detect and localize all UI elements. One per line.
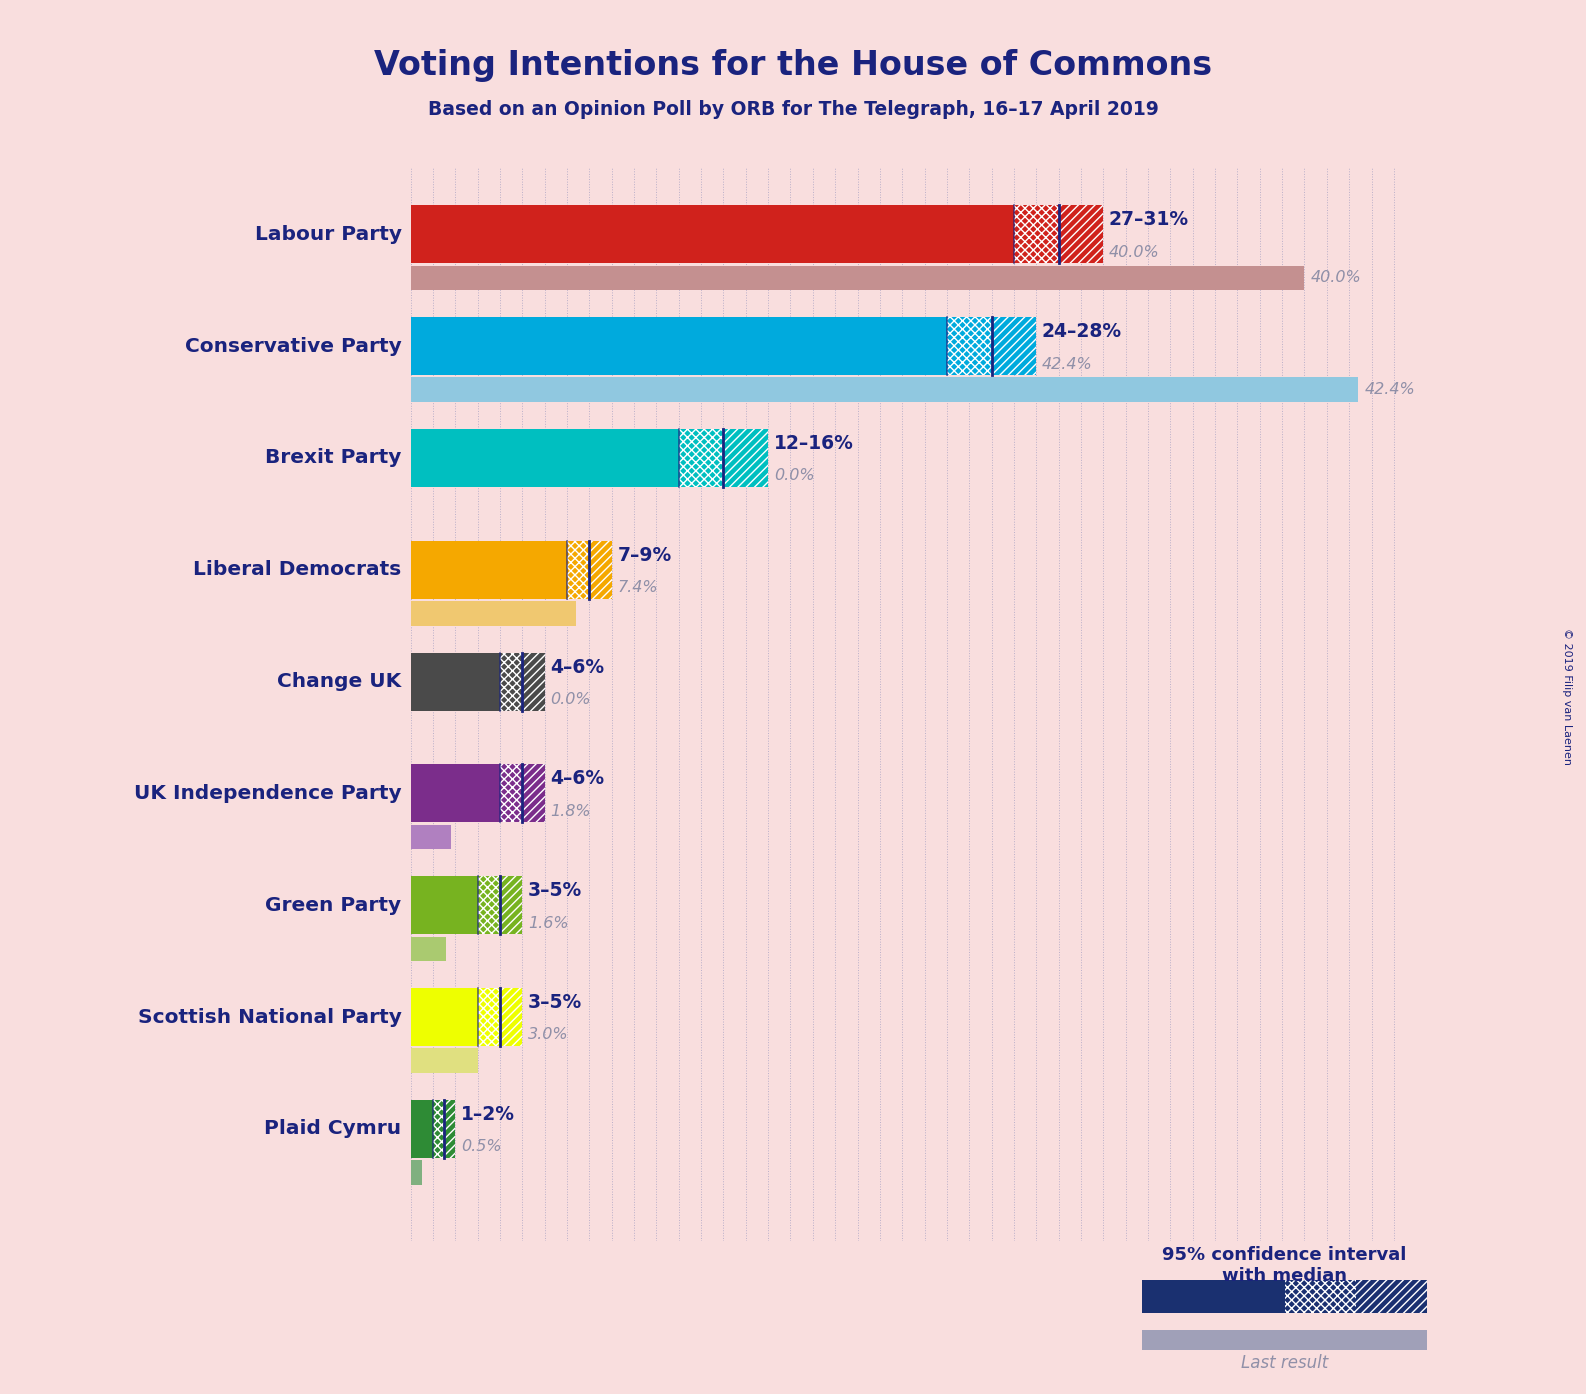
Text: Voting Intentions for the House of Commons: Voting Intentions for the House of Commo… (374, 49, 1212, 82)
Text: 7.4%: 7.4% (617, 580, 658, 595)
Bar (568, 541, 590, 599)
Bar (411, 1048, 477, 1073)
Text: Liberal Democrats: Liberal Democrats (193, 560, 401, 580)
Text: 95% confidence interval
with median: 95% confidence interval with median (1163, 1246, 1407, 1285)
Text: 0.5%: 0.5% (462, 1139, 501, 1154)
Text: 1.8%: 1.8% (550, 804, 592, 818)
Text: 4–6%: 4–6% (550, 769, 604, 789)
Bar (500, 988, 522, 1046)
Bar (411, 601, 576, 626)
Text: 1–2%: 1–2% (462, 1105, 515, 1124)
Text: Last result: Last result (1240, 1355, 1329, 1372)
Bar (1356, 1280, 1427, 1313)
Bar (500, 877, 522, 934)
Bar (411, 1100, 433, 1158)
Text: Scottish National Party: Scottish National Party (138, 1008, 401, 1026)
Text: © 2019 Filip van Laenen: © 2019 Filip van Laenen (1562, 629, 1572, 765)
Bar (522, 764, 544, 822)
Bar (500, 652, 522, 711)
Bar (522, 652, 544, 711)
Bar (947, 316, 991, 375)
Bar (411, 1160, 422, 1185)
Bar (411, 378, 1358, 401)
Text: Green Party: Green Party (265, 896, 401, 914)
Bar (411, 316, 947, 375)
Text: 3–5%: 3–5% (528, 881, 582, 901)
Text: 24–28%: 24–28% (1042, 322, 1121, 342)
Bar (679, 429, 723, 487)
Text: Change UK: Change UK (278, 672, 401, 691)
Text: UK Independence Party: UK Independence Party (133, 783, 401, 803)
Bar (411, 877, 477, 934)
Text: 12–16%: 12–16% (774, 434, 853, 453)
Bar (411, 266, 1304, 290)
Bar (411, 937, 446, 960)
Text: 42.4%: 42.4% (1366, 382, 1416, 397)
Text: 7–9%: 7–9% (617, 546, 671, 565)
Bar (411, 1160, 422, 1185)
Bar (411, 988, 477, 1046)
Bar (411, 266, 1304, 290)
Bar (411, 1048, 477, 1073)
Bar (411, 825, 450, 849)
Text: 0.0%: 0.0% (550, 691, 592, 707)
Bar (411, 825, 450, 849)
Bar (411, 652, 500, 711)
Text: 3–5%: 3–5% (528, 993, 582, 1012)
Text: 4–6%: 4–6% (550, 658, 604, 676)
Bar (444, 1100, 455, 1158)
Text: 1.6%: 1.6% (528, 916, 568, 931)
Text: 40.0%: 40.0% (1109, 245, 1159, 259)
Text: Labour Party: Labour Party (255, 224, 401, 244)
Text: 27–31%: 27–31% (1109, 210, 1190, 230)
Bar (411, 205, 1013, 263)
Bar (411, 378, 1358, 401)
Bar (1142, 1330, 1427, 1349)
Text: 0.0%: 0.0% (774, 468, 814, 484)
Text: 42.4%: 42.4% (1042, 357, 1093, 372)
Bar (1142, 1330, 1427, 1349)
Text: Conservative Party: Conservative Party (186, 337, 401, 355)
Bar (477, 877, 500, 934)
Bar (590, 541, 612, 599)
Bar (477, 988, 500, 1046)
Text: Brexit Party: Brexit Party (265, 449, 401, 467)
Bar (500, 764, 522, 822)
Bar (723, 429, 768, 487)
Text: 3.0%: 3.0% (528, 1027, 568, 1043)
Bar (411, 541, 568, 599)
Text: 40.0%: 40.0% (1312, 270, 1362, 286)
Bar (411, 429, 679, 487)
Bar (1059, 205, 1104, 263)
Bar (1285, 1280, 1356, 1313)
Text: Plaid Cymru: Plaid Cymru (265, 1119, 401, 1139)
Bar (991, 316, 1036, 375)
Bar (411, 764, 500, 822)
Bar (1142, 1280, 1285, 1313)
Bar (1013, 205, 1059, 263)
Bar (433, 1100, 444, 1158)
Bar (411, 601, 576, 626)
Bar (411, 937, 446, 960)
Text: Based on an Opinion Poll by ORB for The Telegraph, 16–17 April 2019: Based on an Opinion Poll by ORB for The … (428, 100, 1158, 120)
